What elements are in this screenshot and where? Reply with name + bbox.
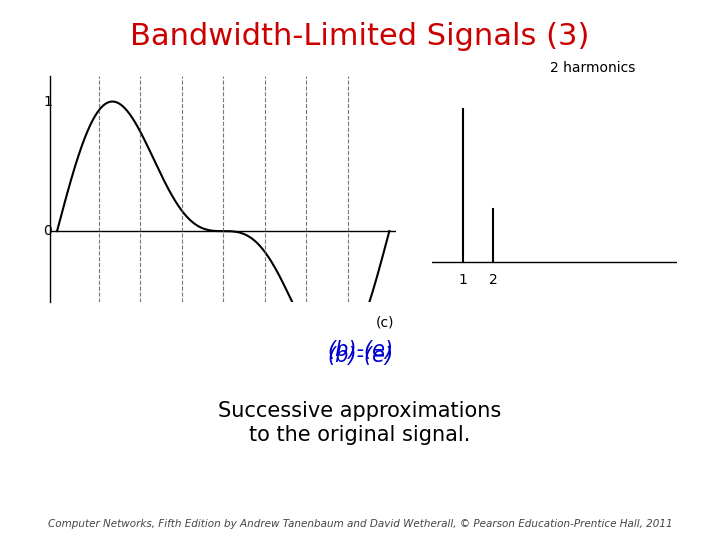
Text: Bandwidth-Limited Signals (3): Bandwidth-Limited Signals (3): [130, 22, 590, 51]
Text: Computer Networks, Fifth Edition by Andrew Tanenbaum and David Wetherall, © Pear: Computer Networks, Fifth Edition by Andr…: [48, 519, 672, 529]
Text: 2 harmonics: 2 harmonics: [549, 62, 635, 76]
Text: (c): (c): [376, 316, 395, 330]
Text: (b)-(e): (b)-(e): [327, 340, 393, 360]
Text: 2: 2: [489, 273, 498, 287]
Text: 0: 0: [43, 224, 52, 238]
Text: 1: 1: [43, 94, 52, 109]
Text: Successive approximations
to the original signal.: Successive approximations to the origina…: [218, 402, 502, 445]
Text: (b)-(e): (b)-(e): [327, 346, 393, 366]
Text: 1: 1: [458, 273, 467, 287]
